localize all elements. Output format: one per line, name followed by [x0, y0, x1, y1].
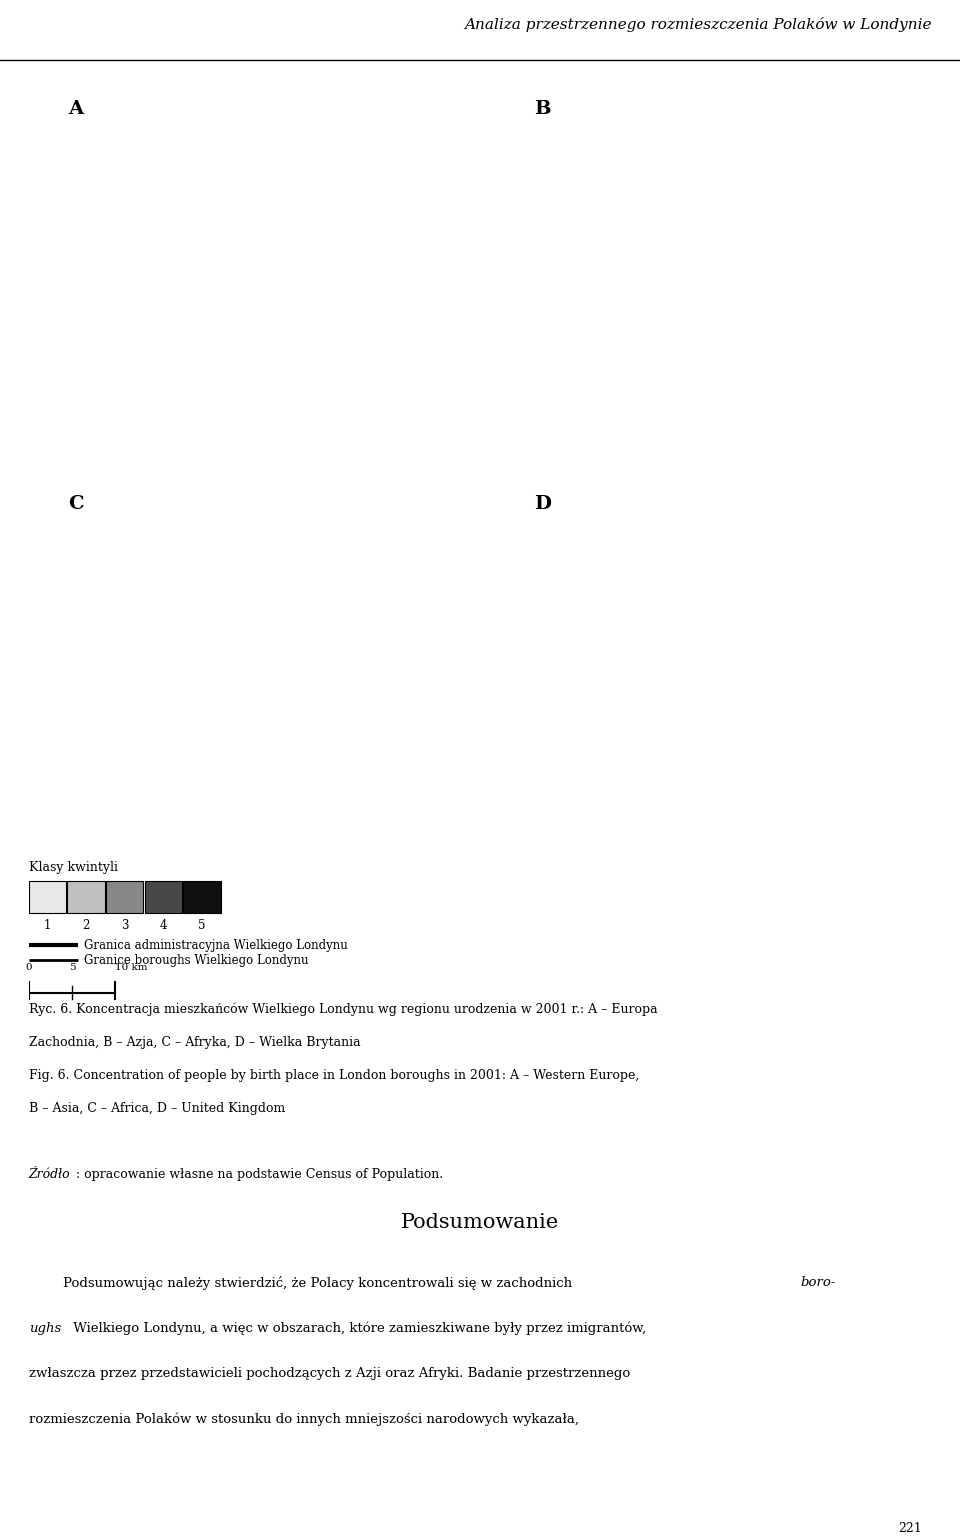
Text: boro-: boro- — [801, 1277, 836, 1289]
Text: Wielkiego Londynu, a więc w obszarach, które zamieszkiwane były przez imigrantów: Wielkiego Londynu, a więc w obszarach, k… — [69, 1321, 646, 1335]
Text: 1: 1 — [44, 920, 51, 932]
Text: 4: 4 — [159, 920, 167, 932]
Text: A: A — [68, 100, 84, 118]
Text: Analiza przestrzennego rozmieszczenia Polaków w Londynie: Analiza przestrzennego rozmieszczenia Po… — [464, 17, 931, 32]
Text: 221: 221 — [899, 1521, 923, 1535]
Text: rozmieszczenia Polaków w stosunku do innych mniejszości narodowych wykazała,: rozmieszczenia Polaków w stosunku do inn… — [29, 1412, 579, 1426]
Bar — [67, 881, 105, 914]
Text: Podsumowując należy stwierdzić, że Polacy koncentrowali się w zachodnich: Podsumowując należy stwierdzić, że Polac… — [29, 1277, 576, 1290]
Text: : opracowanie własne na podstawie Census of Population.: : opracowanie własne na podstawie Census… — [76, 1167, 443, 1181]
Text: B: B — [534, 100, 550, 118]
Bar — [145, 881, 182, 914]
Text: 3: 3 — [121, 920, 129, 932]
Text: 5: 5 — [69, 963, 75, 972]
Text: Granice boroughs Wielkiego Londynu: Granice boroughs Wielkiego Londynu — [84, 954, 308, 967]
Text: Zachodnia, B – Azja, C – Afryka, D – Wielka Brytania: Zachodnia, B – Azja, C – Afryka, D – Wie… — [29, 1037, 360, 1049]
Bar — [29, 881, 66, 914]
Text: Granica administracyjna Wielkiego Londynu: Granica administracyjna Wielkiego Londyn… — [84, 938, 348, 952]
Text: C: C — [68, 495, 84, 514]
Text: Podsumowanie: Podsumowanie — [401, 1213, 559, 1232]
Text: 0: 0 — [26, 963, 32, 972]
Text: zwłaszcza przez przedstawicieli pochodzących z Azji oraz Afryki. Badanie przestr: zwłaszcza przez przedstawicieli pochodzą… — [29, 1367, 630, 1380]
Bar — [106, 881, 143, 914]
Text: 5: 5 — [198, 920, 205, 932]
Text: ughs: ughs — [29, 1321, 61, 1335]
Text: Ryc. 6. Koncentracja mieszkańców Wielkiego Londynu wg regionu urodzenia w 2001 r: Ryc. 6. Koncentracja mieszkańców Wielkie… — [29, 1003, 658, 1017]
Text: B – Asia, C – Africa, D – United Kingdom: B – Asia, C – Africa, D – United Kingdom — [29, 1103, 285, 1115]
Text: 2: 2 — [83, 920, 90, 932]
Text: Klasy kwintyli: Klasy kwintyli — [29, 861, 118, 874]
Text: Źródło: Źródło — [29, 1167, 70, 1181]
Text: 10 km: 10 km — [115, 963, 148, 972]
Text: Fig. 6. Concentration of people by birth place in London boroughs in 2001: A – W: Fig. 6. Concentration of people by birth… — [29, 1069, 639, 1083]
Text: D: D — [534, 495, 551, 514]
Bar — [183, 881, 221, 914]
